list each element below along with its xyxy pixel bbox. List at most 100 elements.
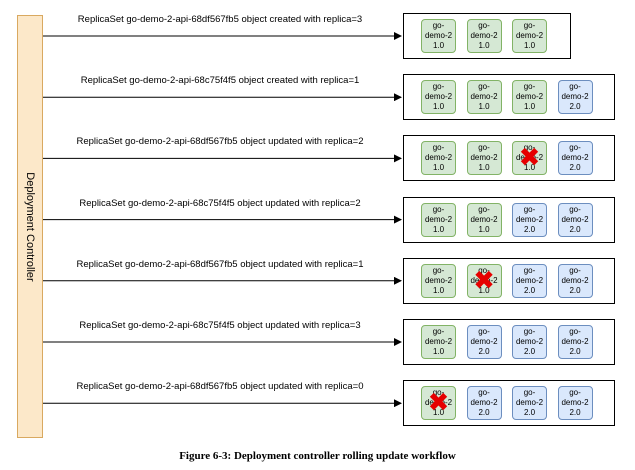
pod-label-line: 2.0 <box>569 347 581 356</box>
pod-label-line: go- <box>432 327 445 336</box>
pod-label-line: go- <box>523 327 536 336</box>
pod-label-line: demo-2 <box>470 92 498 102</box>
pod-label-line: demo-2 <box>561 337 589 346</box>
pod-label-line: go- <box>523 82 536 92</box>
pod-label-line: demo-2 <box>424 153 453 163</box>
pod-label-line: demo-2 <box>515 92 544 102</box>
pod-label-line: 1.0 <box>523 163 536 173</box>
pod-label-line: go- <box>432 82 445 92</box>
figure-caption: Figure 6-3: Deployment controller rollin… <box>179 450 456 462</box>
pod-label-line: 1.0 <box>432 41 445 50</box>
pod-label-line: demo-2 <box>424 275 453 285</box>
pod-label-line: go- <box>478 204 490 214</box>
pod-label-line: go- <box>432 21 445 30</box>
pod-label-line: go- <box>569 82 581 92</box>
pod-label-line: go- <box>523 143 536 153</box>
pod: go-demo-2 2.0 <box>557 325 593 359</box>
pod: go-demo-2 2.0 <box>557 263 593 298</box>
pod-label-line: demo-2 <box>470 275 498 285</box>
pod-label-line: demo-2 <box>424 398 453 408</box>
pod-label-line: go- <box>569 327 581 336</box>
pod-label-line: demo-2 <box>561 153 589 163</box>
pod-label-line: demo-2 <box>424 337 453 346</box>
pod-label-line: demo-2 <box>515 153 544 163</box>
controller-label: Deployment Controller <box>24 171 36 282</box>
pod-label-line: demo-2 <box>515 337 544 346</box>
pod-label-line: 2.0 <box>569 408 581 418</box>
replica-box: go-demo-2 1.0 go-demo-2 1.0 go-demo-2 1.0 go-d… <box>403 74 615 121</box>
pod: go-demo-2 1.0 <box>466 202 502 237</box>
pod-label-line: 1.0 <box>432 408 445 418</box>
replica-box: go-demo-2 1.0 go-demo-2 1.0 go-demo-2 1.0 ✖ go-… <box>403 135 615 182</box>
pod-label-line: go- <box>523 21 536 30</box>
pod: go-demo-2 1.0 <box>466 141 502 176</box>
pod: go-demo-2 1.0 ✖ <box>512 141 547 176</box>
pod: go-demo-2 1.0 <box>421 202 456 237</box>
pod: go-demo-2 2.0 <box>557 141 593 176</box>
pod-label-line: go- <box>523 204 536 214</box>
step-message: ReplicaSet go-demo-2-api-68c75f4f5 objec… <box>80 75 360 87</box>
pod-label-line: 1.0 <box>478 224 490 234</box>
pod-label-line: 2.0 <box>569 163 581 173</box>
pod-label-line: 2.0 <box>478 347 490 356</box>
pod-label-line: go- <box>478 388 490 398</box>
pod-label-line: demo-2 <box>470 214 498 224</box>
pod-label-line: 1.0 <box>478 163 490 173</box>
pod-label-line: go- <box>569 204 581 214</box>
pod-label-line: demo-2 <box>515 398 544 408</box>
pod-label-line: go- <box>432 143 445 153</box>
pod: go-demo-2 1.0 <box>421 263 456 298</box>
pod-label-line: 2.0 <box>523 347 536 356</box>
pod: go-demo-2 2.0 <box>557 202 593 237</box>
step-message: ReplicaSet go-demo-2-api-68df567fb5 obje… <box>77 14 363 25</box>
pod: go-demo-2 1.0 <box>512 19 547 53</box>
pod-label-line: 1.0 <box>478 41 490 50</box>
pod: go-demo-2 1.0 <box>466 19 502 53</box>
pod-label-line: demo-2 <box>515 275 544 285</box>
pod-label-line: 2.0 <box>523 224 536 234</box>
pod: go-demo-2 1.0 ✖ <box>466 263 502 298</box>
pod: go-demo-2 1.0 <box>466 80 502 115</box>
pod-label-line: 1.0 <box>432 102 445 112</box>
pod: go-demo-2 2.0 <box>512 202 547 237</box>
terminated-cross-icon: ✖ <box>427 388 450 419</box>
pod-label-line: demo-2 <box>515 31 544 40</box>
pod-label-line: demo-2 <box>470 31 498 40</box>
pod-label-line: demo-2 <box>470 398 498 408</box>
pod-label-line: demo-2 <box>424 92 453 102</box>
pod: go-demo-2 1.0 <box>421 325 456 359</box>
pod-label-line: demo-2 <box>424 31 453 40</box>
pod-label-line: 1.0 <box>523 41 536 50</box>
pod-label-line: 2.0 <box>569 102 581 112</box>
replica-box: go-demo-2 1.0 go-demo-2 2.0 go-demo-2 2.0 go-d… <box>403 319 615 365</box>
step-message: ReplicaSet go-demo-2-api-68df567fb5 obje… <box>76 258 364 270</box>
pod-label-line: 2.0 <box>523 408 536 418</box>
pod: go-demo-2 1.0 <box>421 80 456 115</box>
pod-label-line: demo-2 <box>561 275 589 285</box>
pod-label-line: demo-2 <box>424 214 453 224</box>
replica-box: go-demo-2 1.0 go-demo-2 1.0 go-demo-2 2.0 go-d… <box>403 196 615 243</box>
pod-label-line: go- <box>569 265 581 275</box>
pod-label-line: demo-2 <box>561 214 589 224</box>
pod: go-demo-2 2.0 <box>557 386 593 421</box>
pod-label-line: 1.0 <box>432 285 445 295</box>
pod-label-line: go- <box>478 265 490 275</box>
pod-label-line: 2.0 <box>569 285 581 295</box>
pod-label-line: demo-2 <box>561 398 589 408</box>
pod-label-line: demo-2 <box>470 337 498 346</box>
pod-label-line: go- <box>478 327 490 336</box>
deployment-controller: Deployment Controller <box>17 15 43 438</box>
pod: go-demo-2 1.0 <box>512 80 547 115</box>
pod: go-demo-2 2.0 <box>466 325 502 359</box>
replica-box: go-demo-2 1.0 go-demo-2 1.0 go-demo-2 1.0 <box>403 13 571 59</box>
pod-label-line: go- <box>523 265 536 275</box>
step-message: ReplicaSet go-demo-2-api-68c75f4f5 objec… <box>79 197 361 209</box>
pod-label-line: 2.0 <box>478 408 490 418</box>
pod: go-demo-2 1.0 <box>421 141 456 176</box>
terminated-cross-icon: ✖ <box>473 265 495 296</box>
pod-label-line: demo-2 <box>561 92 589 102</box>
pod: go-demo-2 2.0 <box>466 386 502 421</box>
pod-label-line: 2.0 <box>523 285 536 295</box>
